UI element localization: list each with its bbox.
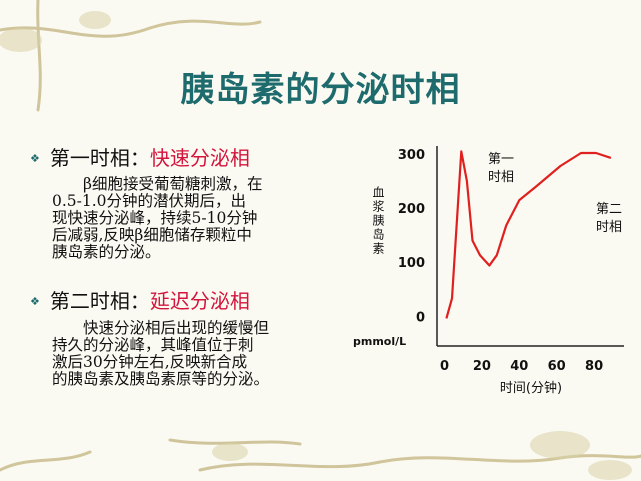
text-line: β细胞接受葡萄糖刺激，在 xyxy=(83,175,263,193)
leaf-decoration xyxy=(0,11,632,480)
paragraph: β细胞接受葡萄糖刺激，在 0.5-1.0分钟的潜伏期后，出 现快速分泌峰，持续5-1… xyxy=(52,176,352,261)
data-line xyxy=(445,150,612,319)
annotation: 第二 xyxy=(596,202,622,217)
x-tick-label: 0 xyxy=(440,359,449,374)
x-tick-label: 80 xyxy=(585,359,603,374)
text-line: 持久的分泌峰，其峰值位于刺 xyxy=(52,336,254,354)
y-tick-label: 100 xyxy=(398,256,425,271)
heading-label: 第二时相： xyxy=(49,289,150,313)
text-line: 快速分泌相后出现的缓慢但 xyxy=(83,319,270,337)
y-axis-unit: pmmol/L xyxy=(353,335,406,348)
x-tick-label: 20 xyxy=(473,359,491,374)
bullet-icon: ❖ xyxy=(30,152,40,165)
bullet-heading: ❖ 第一时相：快速分泌相 xyxy=(30,142,250,171)
bullet-icon: ❖ xyxy=(30,295,40,308)
y-axis-label: 血浆胰岛素 xyxy=(371,186,385,256)
y-tick-label: 0 xyxy=(416,310,425,325)
text-line: 胰岛素的分泌。 xyxy=(52,243,161,261)
text-line: 的胰岛素及胰岛素原等的分泌。 xyxy=(52,370,270,388)
annotation: 时相 xyxy=(596,220,622,235)
text-line: 激后30分钟左右,反映新合成 xyxy=(52,353,248,371)
text-line: 现快速分泌峰，持续5-10分钟 xyxy=(52,209,258,227)
heading-highlight: 快速分泌相 xyxy=(149,146,250,170)
slide-title: 胰岛素的分泌时相 xyxy=(180,70,461,110)
x-tick-label: 40 xyxy=(510,359,528,374)
x-tick-label: 60 xyxy=(548,359,566,374)
heading-label: 第一时相： xyxy=(49,146,150,170)
annotation: 时相 xyxy=(488,170,514,185)
y-tick-label: 200 xyxy=(398,202,425,217)
y-tick-label: 300 xyxy=(398,148,425,163)
text-line: 后减弱,反映β细胞储存颗粒中 xyxy=(52,226,252,244)
heading-highlight: 延迟分泌相 xyxy=(149,289,250,313)
paragraph: 快速分泌相后出现的缓慢但 持久的分泌峰，其峰值位于刺 激后30分钟左右,反映新合成的… xyxy=(52,320,352,388)
x-axis-label: 时间(分钟) xyxy=(500,380,562,396)
bullet-heading: ❖ 第二时相：延迟分泌相 xyxy=(30,285,250,314)
annotation: 第一 xyxy=(488,152,514,167)
text-line: 0.5-1.0分钟的潜伏期后，出 xyxy=(52,192,247,210)
